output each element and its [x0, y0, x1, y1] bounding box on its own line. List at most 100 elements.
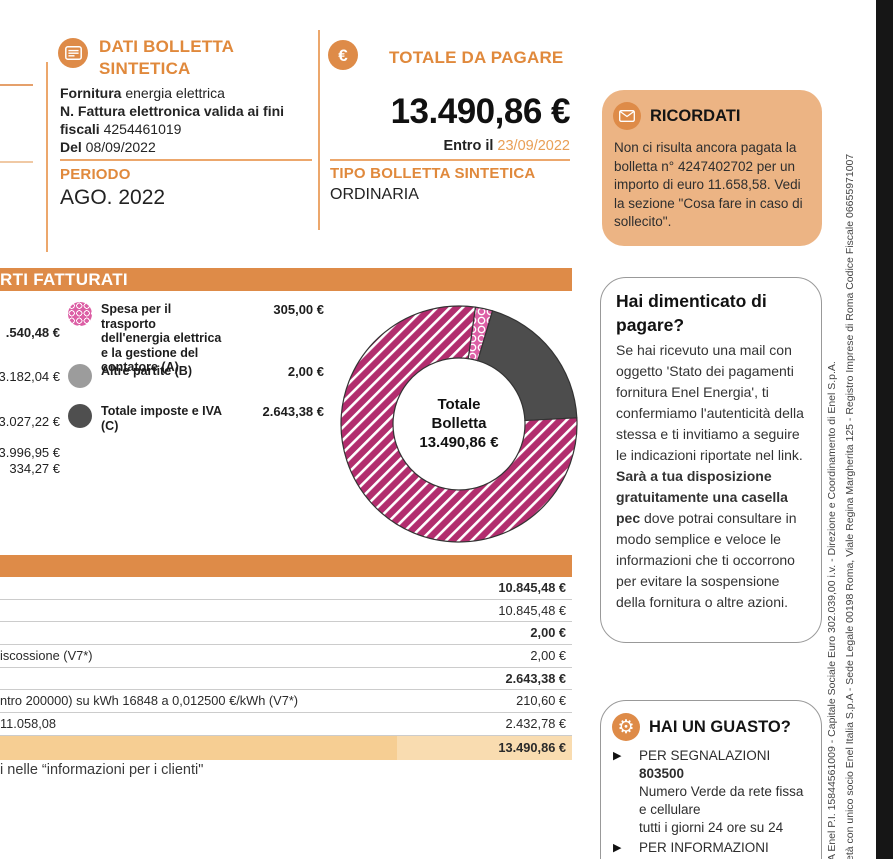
vertical-company-info-inner: A Enel P.I. 15844561009 - Capitale Socia… — [826, 361, 838, 859]
left-amount-value: .540,48 € — [5, 325, 60, 340]
legend-value: 305,00 € — [273, 302, 324, 317]
left-amount-value: 3.996,95 € — [0, 445, 60, 460]
table-row-value: 2.643,38 € — [505, 670, 567, 686]
left-amount-value: 3.027,22 € — [0, 414, 60, 429]
del-value: 08/09/2022 — [81, 139, 156, 155]
legend-label: Spesa per il trasporto dell'energia elet… — [101, 302, 222, 374]
table-row-label — [0, 600, 397, 622]
table-row-value: 2.432,78 € — [505, 716, 567, 732]
legend-value: 2.643,38 € — [262, 404, 324, 419]
donut-segment-imposte — [477, 310, 578, 422]
ricordati-box: RICORDATI Non ci risulta ancora pagata l… — [602, 90, 822, 246]
guasto-item1-desc: Numero Verde da rete fissa e cellulare — [639, 784, 804, 817]
table-row: 2.643,38 € — [0, 668, 572, 691]
dimenticato-box: Hai dimenticato di pagare? Se hai ricevu… — [600, 277, 822, 643]
table-row: ntro 200000) su kWh 16848 a 0,012500 €/k… — [0, 690, 572, 714]
table-row-value: 10.845,48 € — [498, 602, 566, 618]
euro-icon: € — [328, 40, 358, 70]
donut-center-line3: 13.490,86 € — [419, 434, 499, 451]
table-row: 13.490,86 € — [0, 735, 572, 760]
fornitura-value: energia elettrica — [121, 85, 225, 101]
dimenticato-p1: Se hai ricevuto una mail con oggetto 'St… — [616, 342, 804, 463]
guasto-item-segnalazioni: ▶ PER SEGNALAZIONI 803500 Numero Verde d… — [613, 747, 811, 837]
table-row: 10.845,48 € — [0, 600, 572, 623]
triangle-bullet-icon: ▶ — [613, 842, 622, 854]
totale-title: TOTALE DA PAGARE — [389, 48, 564, 67]
legend-item-trasporto: Spesa per il trasporto dell'energia elet… — [68, 302, 324, 375]
importi-fatturati-bar-label: RTI FATTURATI — [0, 270, 128, 289]
totale-bolletta-donut-chart — [340, 305, 578, 543]
table-row: 2,00 € — [0, 622, 572, 646]
guasto-item1-hours: tutti i giorni 24 ore su 24 — [639, 820, 784, 835]
guasto-title: HAI UN GUASTO? — [649, 718, 791, 736]
dati-divider — [60, 159, 312, 161]
fornitura-label: Fornitura — [60, 85, 122, 101]
guasto-item-informazioni: ▶ PER INFORMAZIONI — [613, 839, 811, 857]
ricordati-title: RICORDATI — [650, 107, 741, 125]
donut-center-label: Totale Bolletta 13.490,86 € — [389, 395, 529, 452]
dati-bolletta-body: Fornitura energia elettrica N. Fattura e… — [60, 84, 318, 156]
totale-divider — [330, 159, 570, 161]
vertical-company-info-outer: età con unico socio Enel Italia S.p.A - … — [844, 153, 856, 859]
guasto-item1-number: 803500 — [639, 766, 685, 781]
entro-line: Entro il 23/09/2022 — [330, 138, 570, 154]
left-amount-value: 3.182,04 € — [0, 369, 60, 384]
table-row: 10.845,48 € — [0, 577, 572, 600]
table-row-label: ntro 200000) su kWh 16848 a 0,012500 €/k… — [0, 693, 299, 709]
guasto-item2-label: PER INFORMAZIONI — [639, 840, 769, 855]
importi-fatturati-bar: RTI FATTURATI — [0, 268, 572, 291]
periodo-label: PERIODO — [60, 166, 131, 183]
donut-segment-materia-energia — [340, 305, 578, 543]
dimenticato-p2: dove potrai consultare in modo semplice … — [616, 510, 797, 610]
legend-label: Totale imposte e IVA (C) — [101, 404, 223, 433]
table-row-value: 10.845,48 € — [498, 580, 566, 595]
table-row-label — [0, 577, 397, 599]
periodo-value: AGO. 2022 — [60, 186, 166, 209]
table-row: 11.058,08 2.432,78 € — [0, 713, 572, 736]
donut-center-line1: Totale — [437, 396, 481, 413]
guasto-item1-label: PER SEGNALAZIONI — [639, 748, 771, 763]
guasto-box: ⚙ HAI UN GUASTO? ▶ PER SEGNALAZIONI 8035… — [600, 700, 822, 859]
legend-item-imposte: Totale imposte e IVA (C) 2.643,38 € — [68, 404, 324, 433]
table-header-bar — [0, 555, 572, 577]
page-edge-black-bar — [876, 0, 893, 859]
entro-label: Entro il — [443, 138, 494, 154]
importi-detail-table: 10.845,48 € 10.845,48 € 2,00 € iscossion… — [0, 577, 572, 760]
table-row-value: 2,00 € — [530, 648, 566, 664]
dotted-pink-swatch-icon — [68, 302, 92, 326]
left-crop-rule-2 — [0, 161, 33, 163]
table-row-label: 11.058,08 — [0, 716, 56, 732]
table-row-label — [0, 668, 397, 690]
ricordati-body: Non ci risulta ancora pagata la bolletta… — [614, 140, 803, 229]
legend-item-altre-partite: Altre partite (B) 2,00 € — [68, 364, 324, 388]
dimenticato-body: Se hai ricevuto una mail con oggetto 'St… — [616, 340, 810, 613]
entro-date: 23/09/2022 — [497, 138, 570, 154]
table-row-value: 13.490,86 € — [397, 735, 572, 760]
fattura-label: N. Fattura elettronica valida ai fini fi… — [60, 103, 285, 137]
legend-label: Altre partite (B) — [101, 364, 192, 378]
table-footnote: i nelle “informazioni per i clienti" — [0, 762, 204, 778]
gear-icon: ⚙ — [612, 713, 640, 741]
dark-circle-swatch-icon — [68, 404, 92, 428]
table-row: iscossione (V7*) 2,00 € — [0, 645, 572, 668]
table-row-label: iscossione (V7*) — [0, 648, 93, 664]
legend-value: 2,00 € — [287, 364, 324, 379]
del-label: Del — [60, 139, 82, 155]
left-crop-rule-1 — [0, 84, 33, 86]
gray-circle-swatch-icon — [68, 364, 92, 388]
table-row-value: 2,00 € — [530, 625, 566, 641]
fattura-value: 4254461019 — [99, 121, 182, 137]
tipo-bolletta-value: ORDINARIA — [330, 186, 419, 203]
document-card-icon — [58, 38, 88, 68]
table-row-label — [0, 622, 397, 644]
envelope-icon — [613, 102, 641, 130]
donut-center-line2: Bolletta — [431, 415, 487, 432]
column-divider-mid — [318, 30, 320, 230]
table-row-value: 210,60 € — [516, 693, 566, 709]
dimenticato-bold: Sarà a tua disposizione gratuitamente un… — [616, 468, 788, 526]
left-amounts-list: .540,48 € 3.182,04 € 3.027,22 € 3.996,95 €3… — [0, 304, 60, 477]
dati-bolletta-title: DATI BOLLETTA SINTETICA — [99, 37, 235, 78]
left-amount-value: 334,27 € — [9, 461, 60, 476]
totale-amount: 13.490,86 € — [390, 92, 571, 131]
